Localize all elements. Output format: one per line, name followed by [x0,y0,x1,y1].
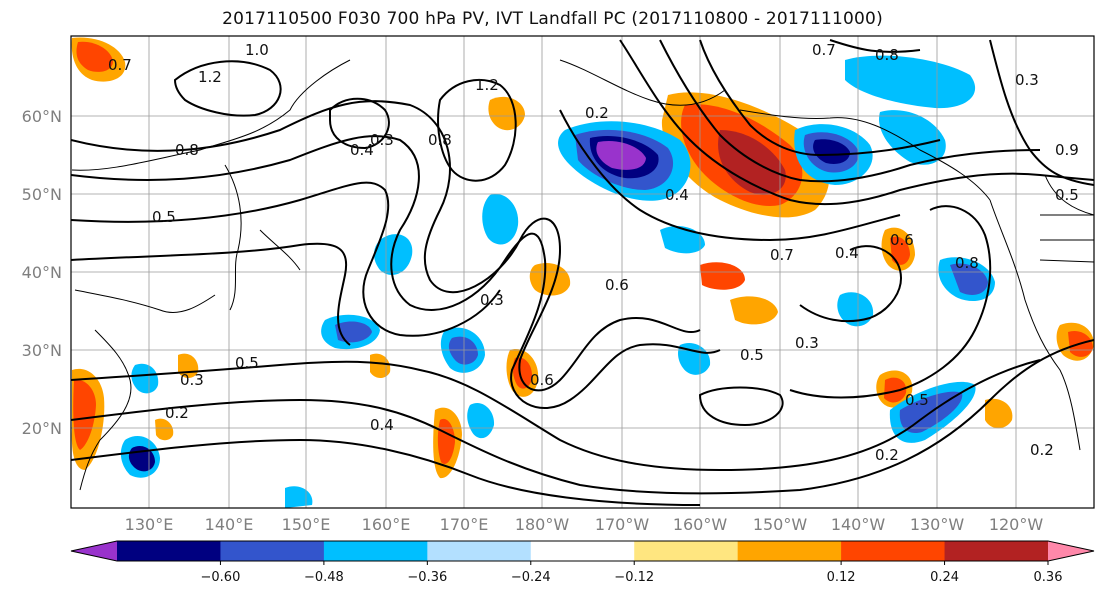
colorbar-tick-label: −0.36 [407,570,447,585]
colorbar-segment [530,541,635,561]
colorbar-extend-min [71,541,117,561]
contour-label: 0.7 [108,56,132,74]
colorbar-tick-label: 0.24 [930,570,959,585]
contour-label: 0.8 [428,131,452,149]
contour-label: 0.4 [835,244,859,262]
lon-label: 150°W [753,515,808,534]
contour-label: 0.2 [1030,441,1054,459]
contour-label: 0.5 [235,354,259,372]
contour-label: 0.2 [585,104,609,122]
lon-label: 150°E [282,515,331,534]
contour-label: 1.2 [475,76,499,94]
contour-label: 0.2 [165,404,189,422]
lon-label: 170°E [440,515,489,534]
contour-label: 0.3 [795,334,819,352]
contour-label: 0.6 [605,276,629,294]
contour-label: 0.4 [370,416,394,434]
map-title: 2017110500 F030 700 hPa PV, IVT Landfall… [222,9,883,29]
contour-label: 1.2 [198,68,222,86]
lon-label: 180°W [515,515,570,534]
contour-label: 0.3 [480,291,504,309]
colorbar-extend-max [1048,541,1094,561]
colorbar-outline [70,540,1095,562]
longitude-labels: 130°E 140°E 150°E 160°E 170°E 180°W 170°… [125,515,1044,534]
contour-label: 0.6 [890,231,914,249]
contour-label: 0.5 [1055,186,1079,204]
lon-label: 170°W [595,515,650,534]
colorbar: −0.60−0.48−0.36−0.24−0.120.120.240.360.4… [70,540,1095,585]
contour-label: 1.0 [245,41,269,59]
contour-label: 0.4 [665,186,689,204]
colorbar-tick-label: −0.48 [304,570,344,585]
contour-label: 0.7 [812,41,836,59]
lat-label: 50°N [22,185,62,204]
contour-label: 0.7 [770,246,794,264]
colorbar-tick-label: −0.24 [511,570,551,585]
colorbar-segment [737,541,842,561]
lat-label: 60°N [22,107,62,126]
colorbar-tick-label: −0.60 [201,570,241,585]
contour-label: 0.2 [875,446,899,464]
map-frame [70,35,1095,509]
colorbar-tick-label: 0.36 [1034,570,1063,585]
colorbar-segment [634,541,739,561]
lon-label: 140°E [205,515,254,534]
lat-label: 30°N [22,341,62,360]
contour-label: 0.5 [152,208,176,226]
colorbar-segment [323,541,428,561]
shaded-pv-anomalies [71,37,1094,508]
contour-labels: 0.7 1.0 1.2 0.8 0.3 0.4 0.5 0.2 0.7 0.8 … [108,41,1079,464]
lon-label: 160°E [362,515,411,534]
lat-label: 20°N [22,419,62,438]
colorbar-tick-label: −0.12 [614,570,654,585]
colorbar-segment [944,541,1049,561]
contour-label: 0.3 [370,131,394,149]
latitude-labels: 60°N 50°N 40°N 30°N 20°N [22,107,62,438]
lat-label: 40°N [22,263,62,282]
lon-label: 160°W [673,515,728,534]
contour-label: 0.3 [180,371,204,389]
contour-label: 0.9 [1055,141,1079,159]
contour-label: 0.5 [905,391,929,409]
contour-label: 0.3 [1015,71,1039,89]
colorbar-segment [220,541,325,561]
contour-label: 0.8 [955,254,979,272]
colorbar-segment [117,541,221,561]
contour-label: 0.5 [740,346,764,364]
colorbar-tick-label: 0.12 [827,570,856,585]
lon-label: 120°W [989,515,1044,534]
lon-label: 130°E [125,515,174,534]
colorbar-segment [841,541,946,561]
lon-label: 140°W [831,515,886,534]
coastlines [71,59,1094,491]
contour-label: 0.6 [530,371,554,389]
lon-label: 130°W [910,515,965,534]
contour-label: 0.4 [350,141,374,159]
contour-label: 0.8 [175,141,199,159]
contour-label: 0.8 [875,46,899,64]
colorbar-segment [427,541,532,561]
contour-lines [71,39,1094,506]
